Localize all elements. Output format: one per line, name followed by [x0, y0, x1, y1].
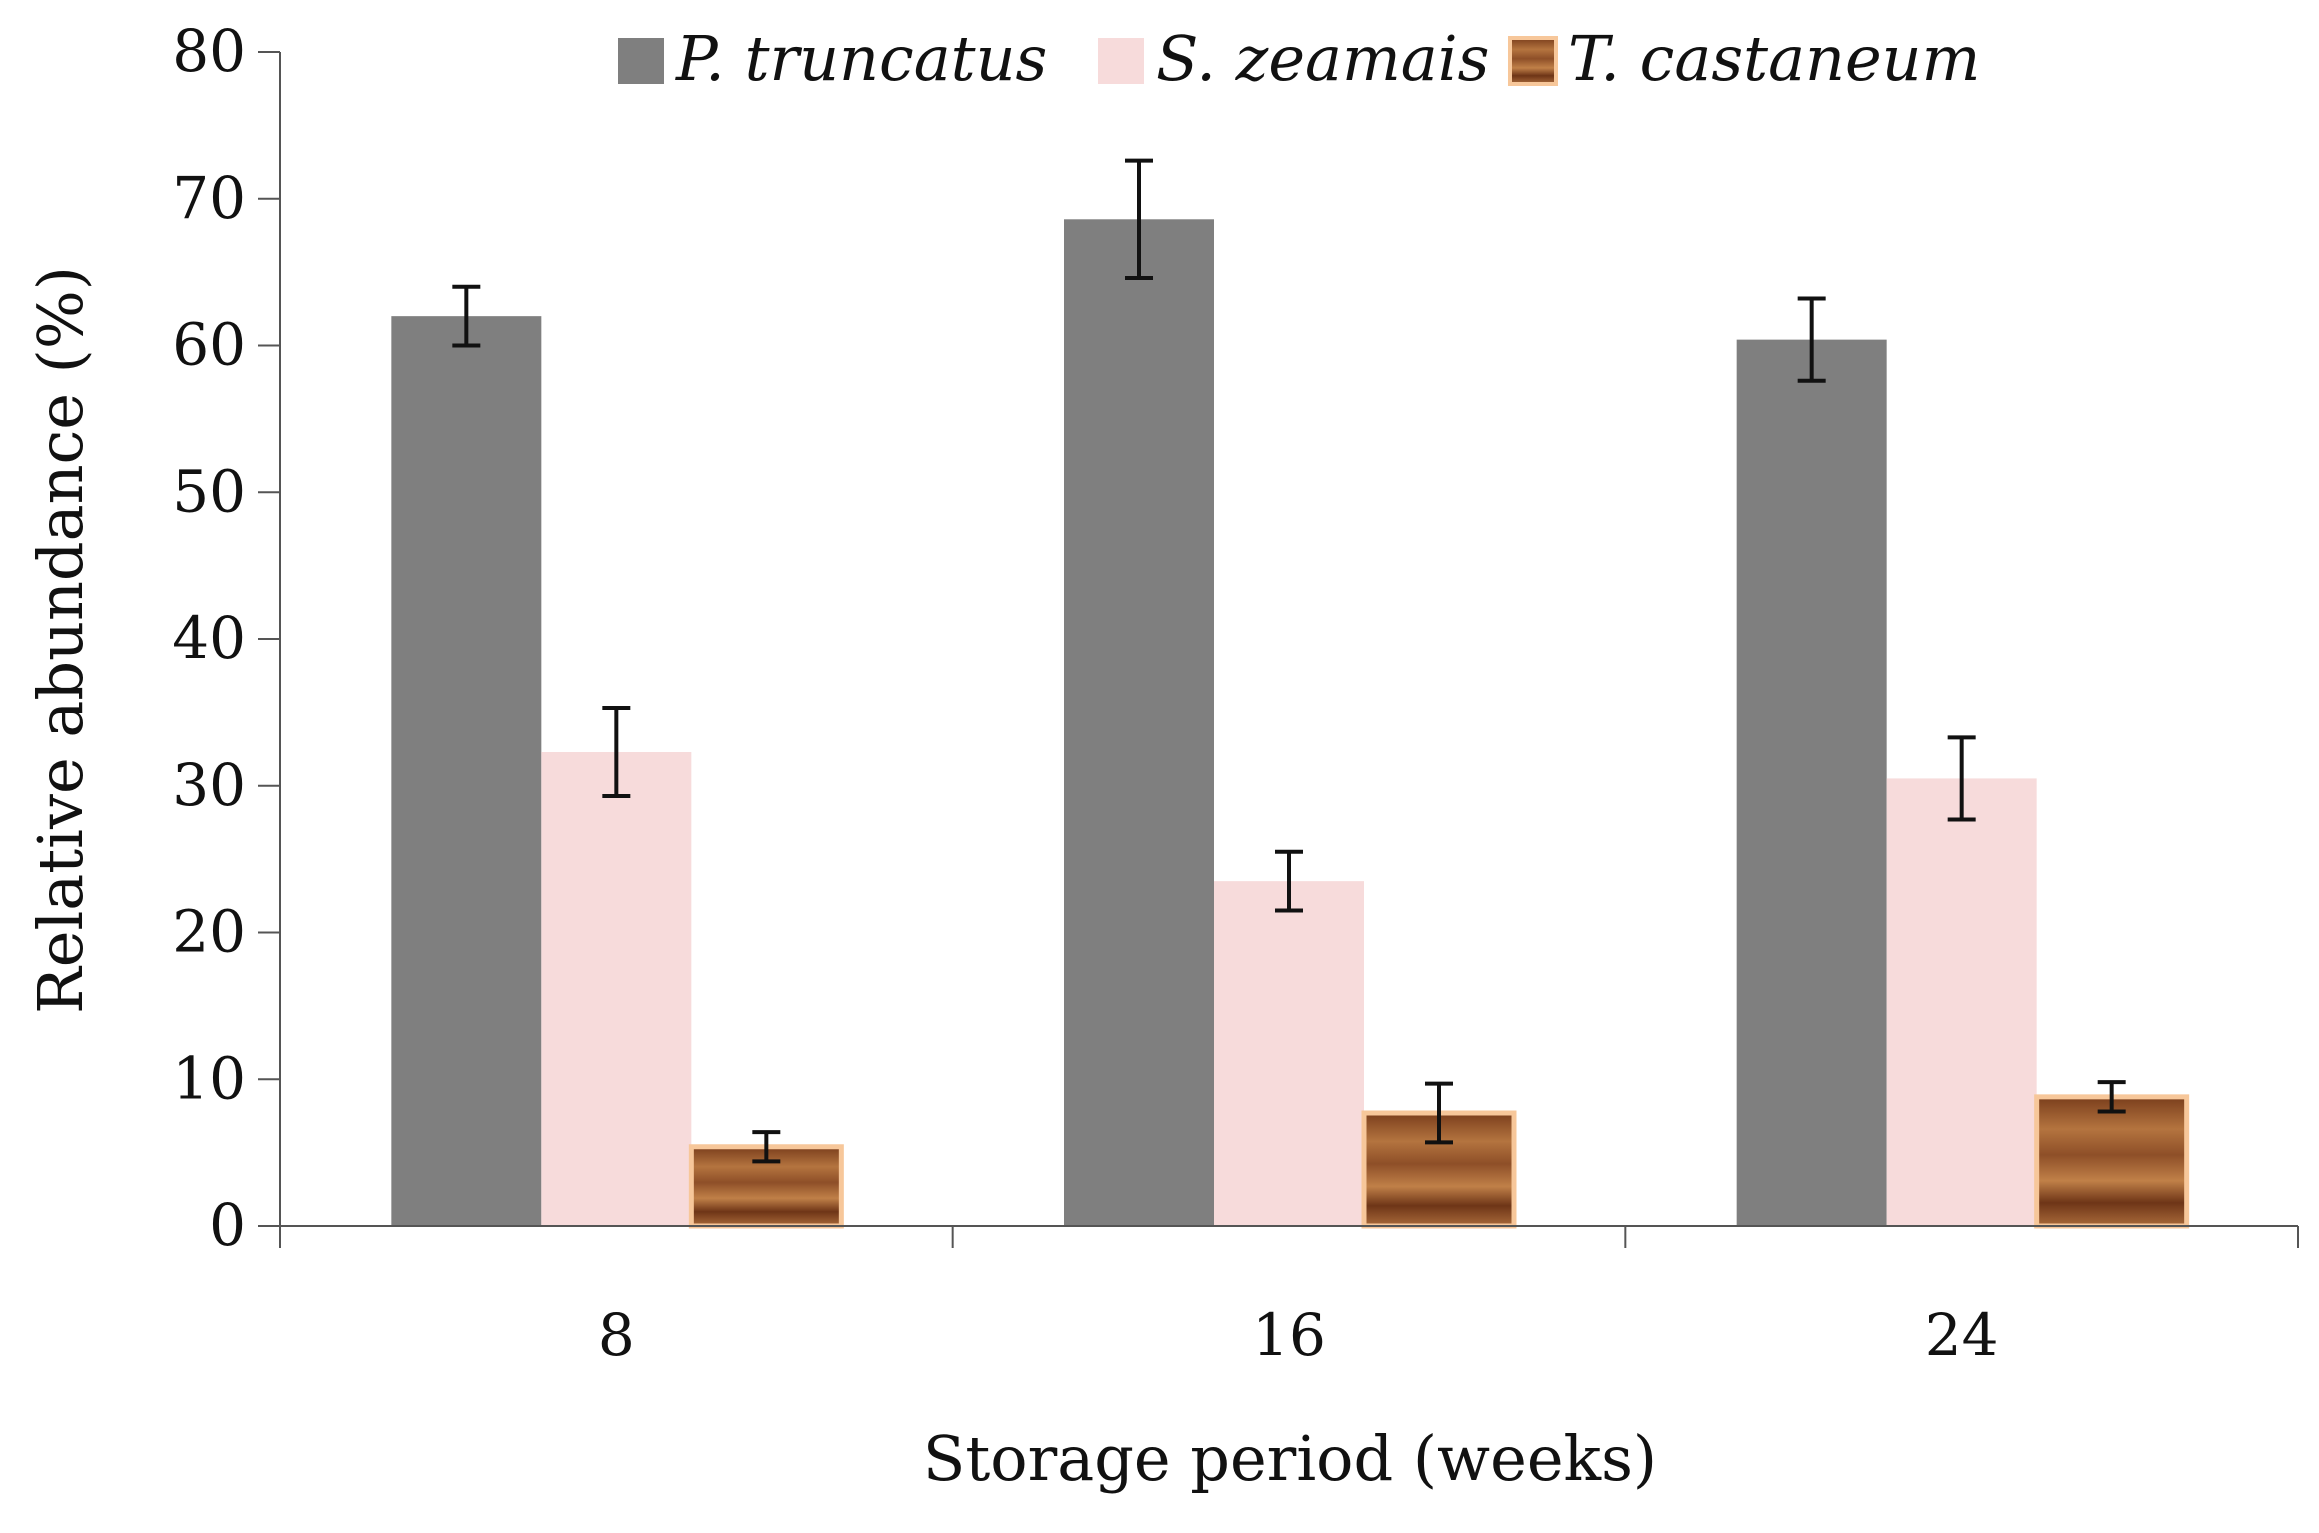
legend-swatch — [1508, 36, 1558, 86]
error-bar — [452, 284, 481, 348]
x-tick-label: 16 — [1252, 1301, 1326, 1369]
error-bar — [1125, 158, 1153, 280]
y-tick-label: 20 — [172, 898, 246, 966]
y-tick-label: 30 — [172, 751, 246, 819]
error-bar — [1947, 735, 1976, 822]
bar-s-zeamais-16 — [1214, 881, 1364, 1226]
error-bar — [752, 1130, 781, 1164]
x-axis-title: Storage period (weeks) — [923, 1422, 1657, 1495]
legend-label: P. truncatus — [675, 22, 1047, 95]
legend-label: T. castaneum — [1568, 22, 1980, 95]
y-tick-label: 10 — [172, 1044, 246, 1112]
error-bar — [602, 705, 631, 799]
y-tick-label: 80 — [172, 17, 246, 85]
bar-t-castaneum-24 — [2034, 1094, 2190, 1229]
bar-p-truncatus-16 — [1064, 219, 1214, 1227]
bar-s-zeamais-24 — [1886, 778, 2037, 1226]
bars — [391, 219, 2190, 1229]
error-bars — [452, 158, 2126, 1164]
y-tick-label: 50 — [172, 457, 246, 525]
bar-p-truncatus-24 — [1736, 339, 1887, 1226]
bar-s-zeamais-8 — [541, 751, 692, 1226]
legend-swatch — [1098, 38, 1144, 84]
error-bar — [1797, 296, 1826, 383]
legend-label: S. zeamais — [1156, 22, 1489, 95]
y-tick-label: 70 — [172, 164, 246, 232]
y-tick-label: 40 — [172, 604, 246, 672]
y-tick-label: 60 — [172, 311, 246, 379]
y-tick-label: 0 — [209, 1191, 246, 1259]
legend-swatch — [618, 38, 664, 84]
legend: P. truncatus S. zeamais T. castaneum — [618, 22, 1980, 95]
x-tick-label: 24 — [1925, 1301, 1999, 1369]
error-bar — [1275, 849, 1303, 913]
bar-p-truncatus-8 — [391, 316, 542, 1226]
y-axis-title: Relative abundance (%) — [24, 266, 97, 1014]
error-bar — [2097, 1080, 2126, 1114]
axes: 0 10 20 30 40 50 60 70 80 8 16 24 — [172, 17, 2299, 1369]
x-tick-label: 8 — [598, 1301, 635, 1369]
error-bar — [1425, 1081, 1453, 1145]
